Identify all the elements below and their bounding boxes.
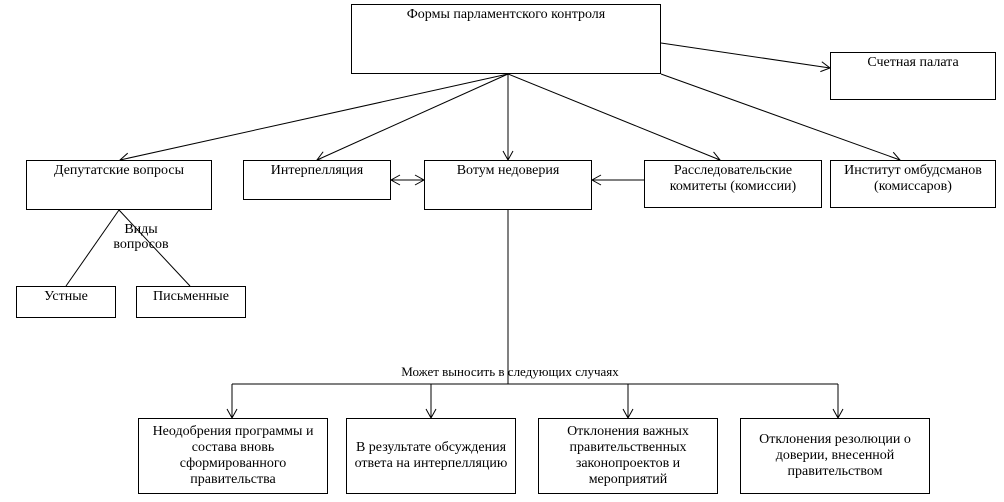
node-oral-label: Устные — [44, 289, 88, 305]
label-question-types: Виды вопросов — [96, 222, 186, 253]
node-case-interpellation-answer: В результате обсуждения ответа на интерп… — [346, 418, 516, 494]
node-written-label: Письменные — [153, 289, 229, 305]
node-interp-label: Интерпелляция — [271, 163, 363, 179]
node-deputy-questions: Депутатские вопросы — [26, 160, 212, 210]
node-case1-label: Неодобрения программы и состава вновь сф… — [143, 424, 323, 488]
diagram-canvas: Формы парламентского контроля Счетная па… — [0, 0, 1004, 502]
node-interpellation: Интерпелляция — [243, 160, 391, 200]
node-case-bills-rejection: Отклонения важных правительственных зако… — [538, 418, 718, 494]
node-case-confidence-resolution: Отклонения резолюции о доверии, внесенно… — [740, 418, 930, 494]
node-deputy-label: Депутатские вопросы — [54, 163, 184, 179]
node-case4-label: Отклонения резолюции о доверии, внесенно… — [745, 432, 925, 480]
node-ombudsman: Институт омбудсманов (комиссаров) — [830, 160, 996, 208]
node-case3-label: Отклонения важных правительственных зако… — [543, 424, 713, 488]
node-investigative-committees: Расследовательские комитеты (комиссии) — [644, 160, 822, 208]
label-votum-cases: Может выносить в следующих случаях — [380, 365, 640, 379]
node-invest-label: Расследовательские комитеты (комиссии) — [649, 163, 817, 195]
node-written: Письменные — [136, 286, 246, 318]
node-oral: Устные — [16, 286, 116, 318]
node-root: Формы парламентского контроля — [351, 4, 661, 74]
node-case-program-disapproval: Неодобрения программы и состава вновь сф… — [138, 418, 328, 494]
node-votum-label: Вотум недоверия — [457, 163, 560, 179]
node-root-label: Формы парламентского контроля — [407, 7, 606, 23]
node-accounts-chamber: Счетная палата — [830, 52, 996, 100]
node-vote-no-confidence: Вотум недоверия — [424, 160, 592, 210]
node-case2-label: В результате обсуждения ответа на интерп… — [351, 440, 511, 472]
node-ombuds-label: Институт омбудсманов (комиссаров) — [835, 163, 991, 195]
node-accounts-label: Счетная палата — [867, 55, 958, 71]
